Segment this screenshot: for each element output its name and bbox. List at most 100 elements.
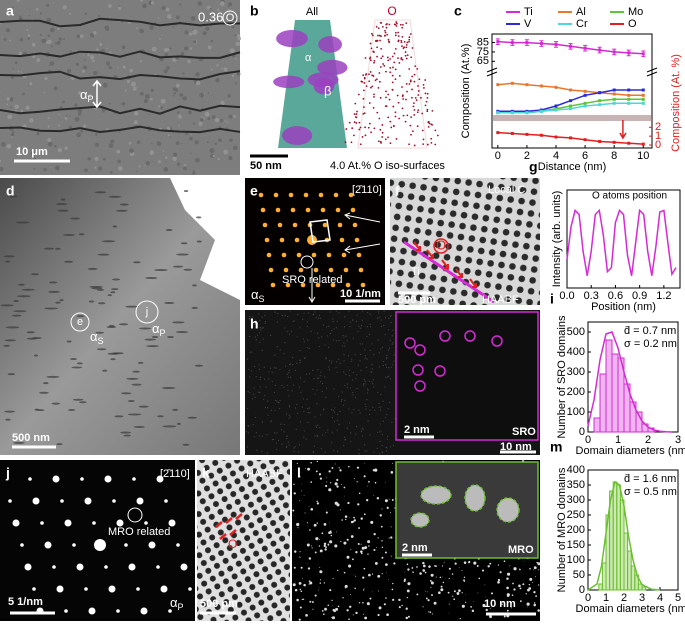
texture [362,576,364,578]
o-atom [395,78,397,80]
o-atom [405,121,407,123]
texture [323,324,324,325]
spot [351,208,356,213]
texture [288,372,289,373]
spot [355,238,360,243]
precipitate [70,358,77,360]
o-atom [364,78,366,80]
texture [307,468,310,471]
legend-label: Al [576,6,586,18]
texture [465,602,466,603]
texture [311,545,312,546]
texture [289,310,290,311]
texture [292,364,293,365]
texture [532,582,533,583]
precipitate [120,432,131,434]
texture [287,436,288,437]
texture [527,589,530,592]
texture [183,96,187,100]
texture [534,566,537,569]
texture [158,105,160,107]
texture [309,506,310,507]
texture [253,388,254,389]
texture [372,383,373,384]
texture [127,80,130,83]
texture [526,593,527,594]
o-atom [398,35,400,37]
texture [370,521,373,524]
texture [349,606,351,608]
texture [513,567,516,570]
texture [448,592,450,594]
atom-label: O [436,237,446,252]
precipitate [139,327,151,329]
texture [317,369,318,370]
texture [144,99,148,103]
spot [77,564,84,571]
texture [260,327,261,328]
texture [176,141,180,145]
texture [373,379,374,380]
texture [304,358,305,359]
texture [294,492,296,494]
texture [87,54,90,57]
annotation: d̄ = 1.6 nm [624,473,676,485]
o-atom [380,66,382,68]
texture [407,582,410,585]
mro-domain [465,485,485,511]
texture [430,580,432,582]
precipitate [4,255,15,257]
texture [307,340,308,341]
o-atom [428,121,430,123]
precipitate [13,310,26,312]
texture [268,371,269,372]
texture [383,365,384,366]
texture [190,153,191,154]
texture [317,435,318,436]
texture [316,501,317,502]
texture [301,590,303,592]
texture [320,372,321,373]
texture [109,103,111,105]
spot [28,477,32,481]
texture [377,497,379,499]
texture [362,547,365,550]
o-atom [392,82,394,84]
texture [366,359,367,360]
texture [368,420,369,421]
texture [310,331,311,332]
bar [606,340,612,432]
texture [351,361,352,362]
o-atom [382,26,384,28]
texture [264,315,265,316]
o-atom [414,74,416,76]
texture [246,431,247,432]
o-atom [365,134,367,136]
spot [353,223,358,228]
texture [331,467,333,469]
texture [349,422,350,423]
texture [192,29,193,30]
o-atom [413,105,415,107]
texture [365,406,366,407]
texture [69,115,70,116]
spot [334,193,339,198]
texture [251,370,252,371]
precipitate [134,426,145,428]
texture [310,481,312,483]
texture [119,131,120,132]
texture [363,383,364,384]
texture [109,66,112,69]
o-atom [373,107,375,109]
texture [228,9,229,10]
texture [336,532,337,533]
texture [337,430,338,431]
texture [534,602,535,603]
phase-subscript: S [98,336,104,346]
y-tick-label: 200 [567,524,585,536]
texture [290,377,291,378]
texture [401,605,402,606]
o-atom [363,106,365,108]
texture [464,561,467,564]
